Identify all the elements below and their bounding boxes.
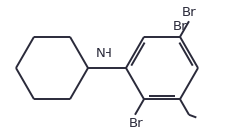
Text: Br: Br (173, 20, 187, 33)
Text: Br: Br (182, 6, 196, 19)
Text: Br: Br (129, 117, 143, 130)
Text: H: H (102, 47, 112, 60)
Text: N: N (96, 47, 106, 60)
